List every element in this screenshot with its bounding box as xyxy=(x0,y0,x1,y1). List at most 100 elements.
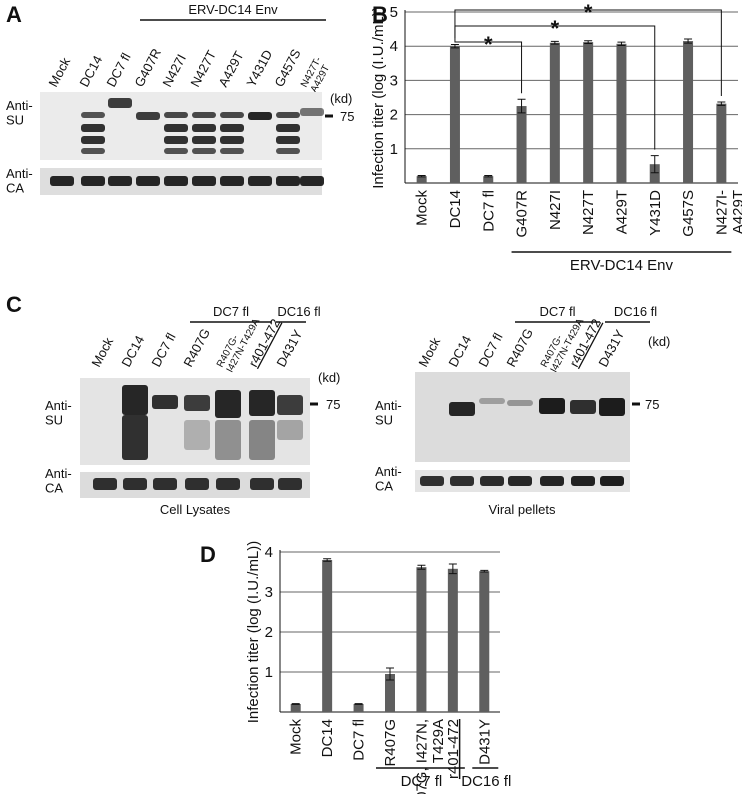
blot-band xyxy=(600,476,624,486)
x-tick-label: R407G, I427N,T429A xyxy=(413,719,447,794)
blot-band xyxy=(250,478,274,490)
bar xyxy=(583,42,594,183)
blot-band xyxy=(449,402,475,416)
error-bar xyxy=(684,38,693,44)
blot-band xyxy=(192,124,216,132)
blot-band xyxy=(184,395,210,411)
error-bar xyxy=(417,564,426,570)
lane-label: D431Y xyxy=(273,327,305,369)
error-bar xyxy=(717,101,726,106)
blot-band xyxy=(249,420,275,460)
blot-band xyxy=(248,112,272,120)
blot-band xyxy=(570,400,596,414)
bar xyxy=(385,674,395,712)
x-tick-label: DC7 fl xyxy=(480,190,497,232)
y-axis-label: Infection titer (log (I.U./mL)) xyxy=(370,6,387,189)
bar xyxy=(479,571,490,712)
x-tick-label: Mock xyxy=(288,719,305,755)
blot-band xyxy=(277,395,303,415)
blot-band xyxy=(153,478,177,490)
blot-band xyxy=(220,136,244,144)
blot-band xyxy=(220,112,244,118)
x-tick-label: G407R xyxy=(514,190,531,238)
blot-band xyxy=(571,476,595,486)
blot-band xyxy=(184,420,210,450)
blot-band xyxy=(93,478,117,490)
group-label: DC16 fl xyxy=(277,304,320,319)
blot-band xyxy=(215,420,241,460)
blot-band xyxy=(81,148,105,154)
bar xyxy=(616,43,627,183)
blot-band xyxy=(122,385,148,415)
x-tick-label: D431Y xyxy=(476,719,493,765)
bar xyxy=(549,42,560,183)
lane-label: R407G xyxy=(503,326,536,369)
blot-band xyxy=(220,124,244,132)
error-bar xyxy=(450,43,459,49)
x-tick-label: G457S xyxy=(680,190,697,237)
error-bar xyxy=(291,703,300,705)
blot-band xyxy=(185,478,209,490)
error-bar xyxy=(550,40,559,45)
x-tick-label: r401-472 xyxy=(445,719,462,779)
y-tick-label: 1 xyxy=(390,141,398,158)
bar xyxy=(449,46,460,184)
blot-band xyxy=(152,395,178,409)
axis-label: Anti-CA xyxy=(45,466,72,495)
caption: Cell Lysates xyxy=(160,502,231,517)
x-tick-label: N427I-A429T xyxy=(713,190,742,235)
blot-band xyxy=(81,176,105,186)
blot-band xyxy=(164,112,188,118)
marker-label: 75 xyxy=(645,397,659,412)
bar xyxy=(416,176,427,183)
bar xyxy=(649,164,660,183)
blot-band xyxy=(192,176,216,186)
blot-band xyxy=(276,124,300,132)
y-tick-label: 3 xyxy=(390,72,398,89)
unit-label: (kd) xyxy=(318,370,340,385)
blot-band xyxy=(276,176,300,186)
error-bar xyxy=(323,558,332,562)
group-label: DC7 fl xyxy=(213,304,249,319)
blot-band xyxy=(300,108,324,116)
y-tick-label: 4 xyxy=(265,544,273,561)
significance-mark: * xyxy=(551,16,560,41)
x-tick-label: N427I xyxy=(547,190,564,230)
error-bar xyxy=(448,563,457,575)
x-tick-label: A429T xyxy=(613,190,630,234)
blot-band xyxy=(540,476,564,486)
error-bar xyxy=(484,174,493,178)
error-bar xyxy=(517,98,526,114)
x-tick-label: DC7 fl xyxy=(351,719,368,761)
error-bar xyxy=(354,703,363,705)
blot-band xyxy=(81,112,105,118)
blot-band xyxy=(278,478,302,490)
x-tick-label: DC14 xyxy=(447,190,464,228)
group-label: ERV-DC14 Env xyxy=(570,257,674,274)
x-tick-label: DC14 xyxy=(319,719,336,757)
blot-band xyxy=(164,148,188,154)
x-tick-label: Mock xyxy=(414,190,431,226)
lane-label: DC7 fl xyxy=(148,330,178,369)
lane-label: D431Y xyxy=(595,327,627,369)
group-label: DC16 fl xyxy=(461,773,511,790)
group-label: DC7 fl xyxy=(539,304,575,319)
significance-bracket xyxy=(454,9,722,96)
error-bar xyxy=(386,667,394,681)
blot-band xyxy=(300,176,324,186)
blot-band xyxy=(479,398,505,404)
marker-label: 75 xyxy=(340,109,354,124)
blot-band xyxy=(108,98,132,108)
x-tick-label: R407G xyxy=(382,719,399,767)
axis-label: Anti-CA xyxy=(375,464,402,493)
blot-band xyxy=(136,176,160,186)
lane-label: R407G xyxy=(180,326,213,369)
y-axis-label: Infection titer (log (I.U./mL)) xyxy=(245,541,262,724)
lane-label: DC14 xyxy=(118,333,147,369)
x-tick-label: Y431D xyxy=(647,190,664,236)
y-tick-label: 3 xyxy=(265,584,273,601)
axis-label: Anti-SU xyxy=(375,398,402,427)
blot-band xyxy=(248,176,272,186)
significance-mark: * xyxy=(584,0,593,25)
blot-band xyxy=(276,148,300,154)
